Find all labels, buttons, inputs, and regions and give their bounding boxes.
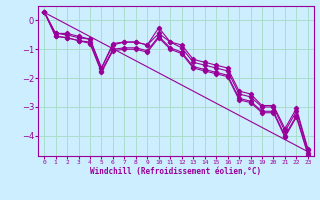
X-axis label: Windchill (Refroidissement éolien,°C): Windchill (Refroidissement éolien,°C) (91, 167, 261, 176)
